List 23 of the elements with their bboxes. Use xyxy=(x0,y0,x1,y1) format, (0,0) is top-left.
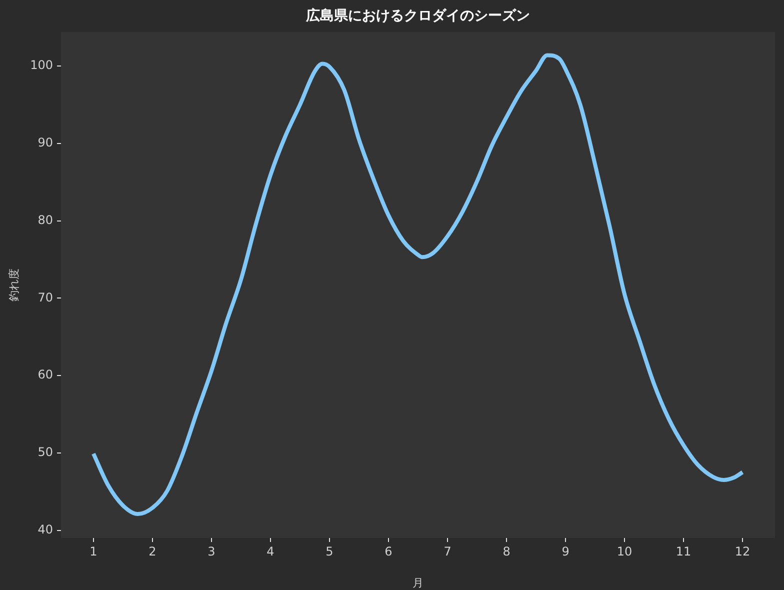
y-tick-label: 90 xyxy=(38,136,53,150)
y-tick-label: 60 xyxy=(38,368,53,382)
x-tick-label: 2 xyxy=(148,544,156,558)
x-tick-label: 11 xyxy=(676,544,692,558)
line-series xyxy=(91,53,745,516)
x-tick-label: 8 xyxy=(502,544,510,558)
x-tick-label: 4 xyxy=(266,544,274,558)
y-tick-label: 100 xyxy=(30,58,53,72)
y-axis-title: 釣れ度 xyxy=(7,268,20,302)
x-tick-label: 3 xyxy=(208,544,216,558)
x-tick-label: 1 xyxy=(90,544,98,558)
y-tick-label: 70 xyxy=(38,290,53,304)
x-axis-title: 月 xyxy=(412,576,424,590)
y-tick-label: 40 xyxy=(38,522,53,536)
y-tick-label: 50 xyxy=(38,445,53,460)
x-tick-label: 9 xyxy=(562,544,570,558)
x-tick-label: 12 xyxy=(734,544,750,558)
chart-title: 広島県におけるクロダイのシーズン xyxy=(304,6,531,26)
x-tick-label: 6 xyxy=(384,544,392,558)
y-tick-label: 80 xyxy=(38,212,53,227)
x-tick-label: 5 xyxy=(326,544,334,558)
x-tick-label: 7 xyxy=(444,544,452,558)
x-tick-label: 10 xyxy=(616,544,632,558)
